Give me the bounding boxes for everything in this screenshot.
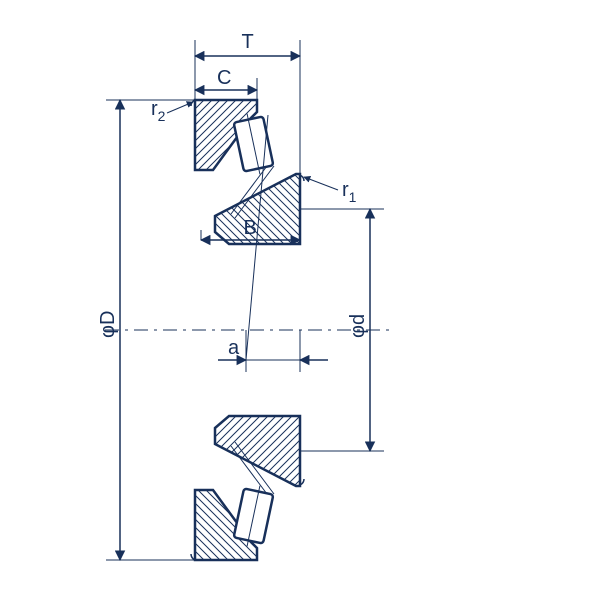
label-t: T	[242, 31, 254, 53]
inner-ring	[215, 416, 300, 486]
leader-r1	[304, 177, 338, 190]
label-c: C	[217, 67, 231, 89]
label-phi-d: φd	[347, 314, 369, 338]
label-r2: r2	[151, 98, 166, 124]
label-a: a	[228, 337, 240, 359]
label-phi-D: φD	[97, 311, 119, 338]
label-r1: r1	[342, 179, 357, 205]
label-b: B	[244, 217, 257, 239]
leader-r2	[167, 102, 193, 113]
bearing-cross-section: TC Ba r2 r1 φd φD	[0, 0, 600, 600]
